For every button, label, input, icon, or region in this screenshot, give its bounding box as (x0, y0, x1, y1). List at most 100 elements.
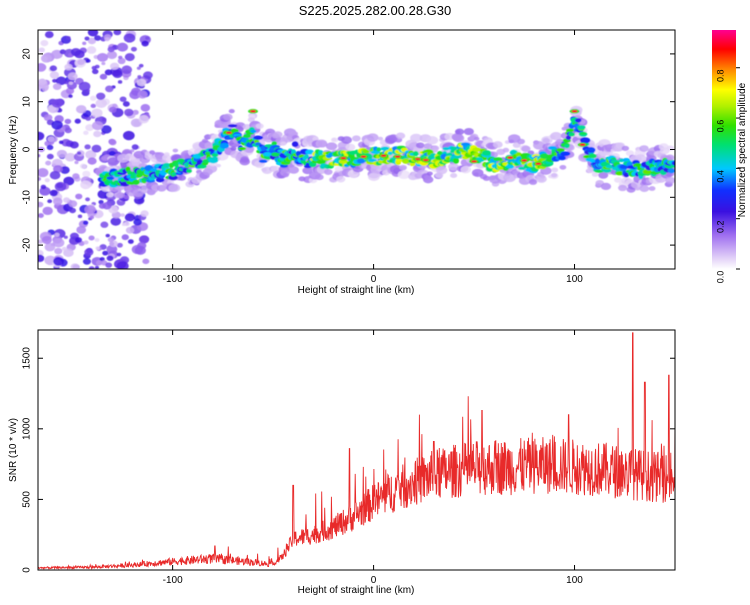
spectrogram-blob (91, 108, 103, 118)
spectrogram-blob (64, 63, 73, 71)
spectrogram-blob (55, 76, 67, 86)
spectrogram-blob (222, 113, 233, 121)
spectrogram-blob (45, 160, 52, 166)
spectrogram-blob (247, 117, 255, 123)
spectrogram-blob (63, 176, 75, 186)
spectrogram-blob (528, 179, 538, 185)
spectrogram-blob (123, 195, 130, 200)
spectrogram-blob (518, 166, 526, 171)
spectrogram-blob (621, 145, 630, 151)
spectrogram-blob (102, 250, 109, 256)
spectrogram-blob (615, 171, 625, 176)
spectrogram-blob (395, 132, 406, 140)
spectrogram-blob (412, 150, 419, 157)
spectrogram-blob (46, 153, 54, 160)
spectrogram-blob (107, 46, 115, 53)
spectrogram-blob (452, 134, 465, 143)
spectrogram-blob (263, 151, 273, 157)
spectrogram-blob (49, 189, 58, 197)
spectrogram-blob (52, 238, 65, 248)
spectrogram-blob (85, 124, 94, 132)
spectrogram-blob (56, 149, 68, 158)
colorbar-tick-label: 0.8 (715, 69, 725, 82)
spectrogram-blob (77, 59, 85, 66)
spectrogram-blob (106, 192, 114, 198)
spectrogram-blob (69, 141, 79, 149)
spectrogram-marks (38, 30, 675, 269)
snr-y-tick-label: 500 (22, 491, 33, 508)
spectrogram-blob (38, 239, 44, 244)
spectrogram-blob (452, 157, 460, 164)
spectrogram-blob (324, 168, 333, 175)
spectrogram-blob (107, 50, 117, 58)
spectrogram-blob (112, 69, 123, 79)
spectrogram-blob (84, 144, 91, 150)
snr-panel: -100 0 100 0 500 1000 1500 Height of straight… (8, 329, 676, 596)
spectrogram-blob (288, 166, 300, 174)
spectrogram-blob (280, 141, 287, 146)
spectrogram-blob (82, 258, 92, 265)
spectrogram-blob (52, 83, 62, 91)
spectrogram-blob (540, 174, 546, 179)
spectrogram-blob (312, 136, 319, 142)
spectrogram-blob (64, 152, 76, 162)
spectrogram-y-tick-label: 10 (22, 96, 33, 108)
spectrogram-blob (38, 47, 45, 53)
spectrogram-blob (482, 175, 491, 181)
spectrogram-hotspot (579, 143, 586, 146)
spectrogram-blob (72, 173, 80, 180)
spectrogram-blob (125, 226, 135, 234)
spectrogram-blob (242, 134, 252, 139)
spectrogram-blob (88, 235, 95, 241)
spectrogram-blob (211, 153, 219, 158)
spectrogram-blob (564, 144, 570, 149)
spectrogram-blob (43, 114, 53, 122)
spectrogram-blob (436, 150, 443, 156)
spectrogram-blob (550, 132, 562, 141)
spectrogram-blob (100, 221, 109, 228)
spectrogram-blob (106, 176, 115, 180)
spectrogram-blob (109, 139, 117, 146)
spectrogram-blob (64, 118, 72, 125)
spectrogram-hotspot (507, 156, 514, 159)
spectrogram-blob (177, 174, 186, 181)
spectrogram-blob (492, 141, 503, 149)
spectrogram-blob (99, 73, 108, 80)
spectrogram-blob (104, 69, 113, 76)
spectrogram-blob (38, 213, 44, 219)
spectrogram-blob (665, 176, 675, 184)
spectrogram-blob (481, 150, 492, 156)
spectrogram-blob (69, 207, 76, 214)
spectrogram-blob (38, 201, 44, 208)
spectrogram-blob (138, 115, 150, 124)
spectrogram-x-tick-label: 100 (566, 274, 583, 285)
spectrogram-blob (75, 105, 87, 114)
spectrogram-blob (138, 63, 144, 68)
spectrogram-blob (61, 246, 67, 251)
spectrogram-blob (586, 167, 596, 174)
spectrogram-blob (112, 103, 118, 108)
spectrogram-blob (106, 255, 114, 261)
spectrogram-blob (38, 167, 49, 178)
spectrogram-blob (67, 72, 78, 81)
spectrogram-blob (89, 215, 95, 220)
spectrogram-blob (402, 160, 410, 164)
spectrogram-blob (91, 68, 99, 75)
spectrogram-blob (53, 256, 65, 266)
spectrogram-blob (492, 157, 503, 162)
spectrogram-blob (108, 106, 117, 113)
spectrogram-hotspot (340, 156, 347, 160)
spectrogram-blob (665, 154, 675, 161)
spectrogram-blob (116, 242, 123, 248)
spectrogram-blob (38, 131, 45, 141)
spectrogram-blob (292, 131, 298, 136)
spectrogram-hotspot (414, 157, 421, 161)
spectrogram-blob (271, 141, 278, 146)
spectrogram-blob (83, 240, 89, 245)
spectrogram-blob (227, 124, 238, 128)
spectrogram-blob (410, 133, 423, 143)
spectrogram-blob (156, 184, 167, 192)
spectrogram-blob (85, 115, 92, 121)
spectrogram-hotspot (360, 155, 367, 158)
snr-y-tick-label: 1500 (22, 347, 33, 370)
